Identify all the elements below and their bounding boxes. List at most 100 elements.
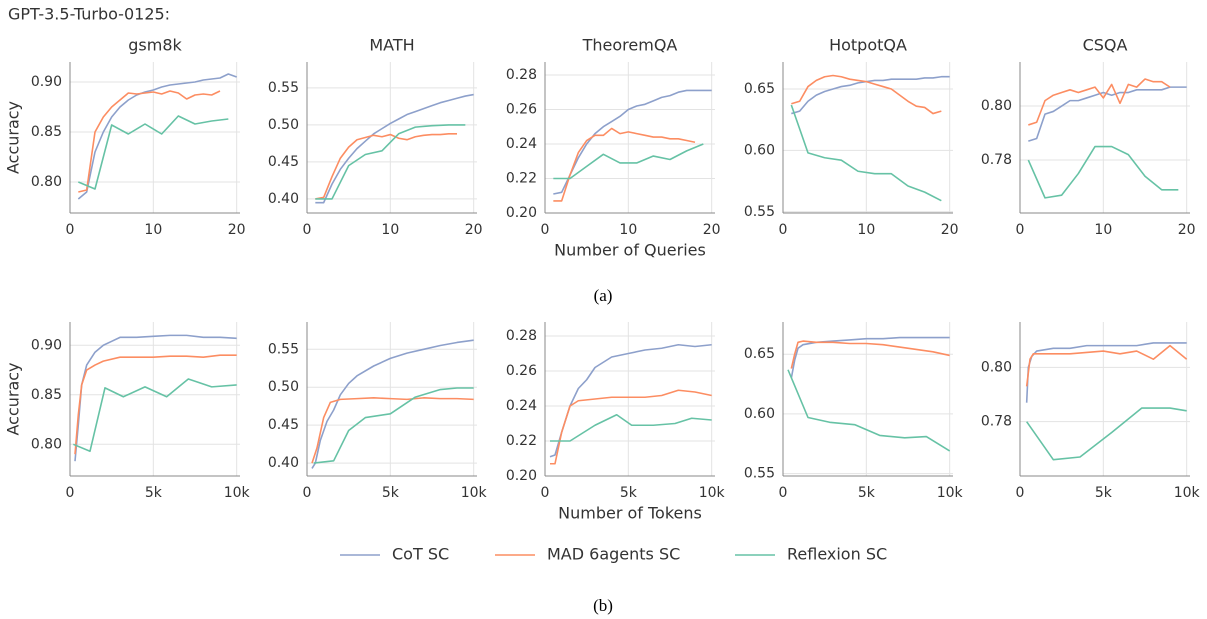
series-line	[74, 334, 237, 462]
x-tick-label: 10	[619, 222, 637, 238]
y-tick-label: 0.20	[506, 205, 537, 221]
series-line	[311, 397, 474, 464]
x-tick-label: 0	[303, 222, 312, 238]
x-tick-label: 5k	[620, 485, 638, 501]
caption: (a)	[594, 286, 613, 305]
x-tick-label: 20	[465, 222, 483, 238]
y-tick-label: 0.78	[981, 414, 1012, 430]
x-tick-label: 5k	[382, 485, 400, 501]
y-tick-label: 0.90	[31, 337, 62, 353]
legend-label: MAD 6agents SC	[547, 545, 680, 564]
y-tick-label: 0.80	[981, 98, 1012, 114]
series-line	[78, 115, 229, 190]
x-tick-label: 10k	[937, 485, 964, 501]
y-tick-label: 0.90	[31, 74, 62, 90]
y-tick-label: 0.22	[506, 433, 537, 449]
y-tick-label: 0.65	[744, 81, 775, 97]
chart-title: gsm8k	[128, 36, 182, 55]
legend-label: CoT SC	[392, 545, 449, 564]
series-line	[1026, 407, 1187, 461]
x-tick-label: 0	[303, 485, 312, 501]
series-line	[77, 73, 237, 200]
x-tick-label: 20	[703, 222, 721, 238]
x-tick-label: 0	[779, 222, 788, 238]
chart-title: TheoremQA	[582, 36, 678, 55]
x-tick-label: 10k	[699, 485, 726, 501]
x-tick-label: 5k	[1095, 485, 1113, 501]
x-tick-label: 10k	[461, 485, 488, 501]
y-tick-label: 0.85	[31, 124, 62, 140]
series-line	[550, 413, 712, 442]
caption: (b)	[593, 596, 613, 615]
y-tick-label: 0.78	[981, 152, 1012, 168]
x-tick-label: 10	[857, 222, 875, 238]
series-line	[790, 104, 942, 202]
series-line	[1025, 344, 1188, 387]
series-line	[78, 90, 221, 193]
series-line	[1028, 78, 1171, 126]
y-tick-label: 0.50	[268, 379, 299, 395]
y-tick-label: 0.50	[268, 117, 299, 133]
y-tick-label: 0.40	[268, 191, 299, 207]
y-tick-label: 0.26	[506, 363, 537, 379]
x-axis-label: Number of Queries	[554, 241, 706, 260]
x-tick-label: 0	[541, 485, 550, 501]
series-line	[790, 336, 950, 379]
y-tick-label: 0.60	[744, 142, 775, 158]
x-tick-label: 20	[228, 222, 246, 238]
series-line	[553, 127, 696, 202]
y-tick-label: 0.80	[981, 359, 1012, 375]
series-line	[73, 378, 237, 453]
x-tick-label: 0	[66, 222, 75, 238]
x-tick-label: 0	[66, 485, 75, 501]
x-tick-label: 10k	[1174, 485, 1201, 501]
series-line	[1028, 86, 1187, 142]
y-tick-label: 0.65	[744, 346, 775, 362]
series-line	[315, 124, 466, 200]
x-tick-label: 5k	[145, 485, 163, 501]
series-line	[74, 354, 237, 455]
y-tick-label: 0.24	[506, 136, 537, 152]
x-tick-label: 20	[941, 222, 959, 238]
y-tick-label: 0.55	[744, 204, 775, 220]
series-line	[315, 93, 474, 204]
series-line	[791, 74, 942, 115]
series-line	[311, 339, 474, 469]
series-line	[787, 369, 951, 452]
y-tick-label: 0.55	[268, 341, 299, 357]
y-tick-label: 0.22	[506, 170, 537, 186]
figure-title: GPT-3.5-Turbo-0125:	[8, 5, 170, 24]
series-line	[550, 389, 712, 465]
x-tick-label: 0	[779, 485, 788, 501]
series-line	[549, 343, 712, 458]
y-tick-label: 0.60	[744, 406, 775, 422]
y-tick-label: 0.28	[506, 67, 537, 83]
y-tick-label: 0.28	[506, 328, 537, 344]
y-tick-label: 0.80	[31, 174, 62, 190]
x-tick-label: 10	[1094, 222, 1112, 238]
series-line	[315, 133, 457, 200]
x-tick-label: 0	[1016, 222, 1025, 238]
y-tick-label: 0.55	[744, 466, 775, 482]
y-tick-label: 0.45	[268, 417, 299, 433]
series-line	[791, 75, 950, 115]
x-tick-label: 0	[541, 222, 550, 238]
y-tick-label: 0.40	[268, 455, 299, 471]
x-tick-label: 0	[1016, 485, 1025, 501]
y-tick-label: 0.24	[506, 398, 537, 414]
y-axis-label: Accuracy	[4, 362, 23, 435]
y-tick-label: 0.20	[506, 468, 537, 484]
chart-title: CSQA	[1083, 36, 1128, 55]
x-axis-label: Number of Tokens	[558, 504, 702, 523]
x-tick-label: 5k	[858, 485, 876, 501]
series-line	[790, 340, 950, 369]
x-tick-label: 10	[381, 222, 399, 238]
chart-title: HotpotQA	[829, 36, 907, 55]
series-line	[553, 143, 704, 180]
series-line	[313, 387, 474, 464]
series-line	[1027, 145, 1179, 199]
y-tick-label: 0.85	[31, 387, 62, 403]
y-tick-label: 0.26	[506, 101, 537, 117]
